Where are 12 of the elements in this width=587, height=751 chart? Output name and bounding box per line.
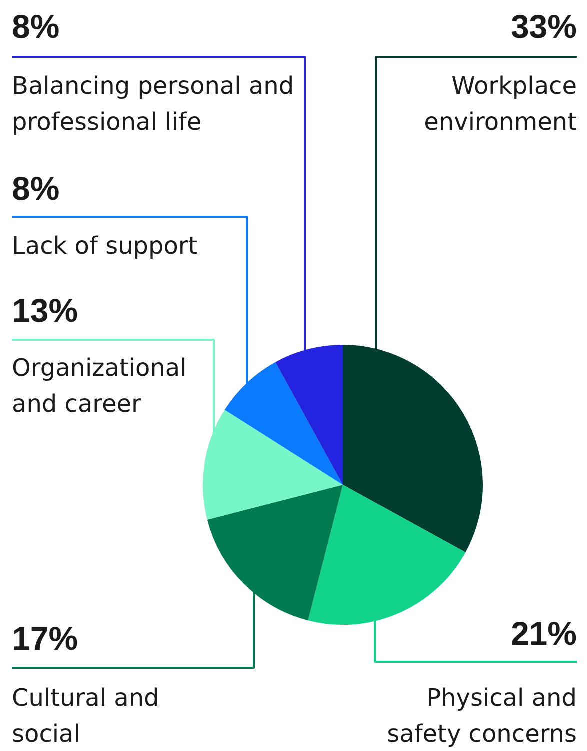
data-label: 8% [12, 8, 60, 46]
data-label: 21% [510, 615, 577, 653]
data-label: 17% [12, 620, 78, 658]
slice-label: Organizational and career [12, 353, 188, 420]
slice-label: Cultural and social [12, 683, 160, 750]
slice-label: Workplace environment [423, 71, 577, 138]
data-label: 33% [510, 8, 577, 46]
data-label: 8% [12, 170, 60, 208]
data-label: 13% [12, 292, 78, 330]
slice-label: Physical and safety concerns [386, 683, 577, 750]
slice-label: Balancing personal and professional life [12, 71, 296, 138]
slice-label: Lack of support [12, 231, 199, 262]
